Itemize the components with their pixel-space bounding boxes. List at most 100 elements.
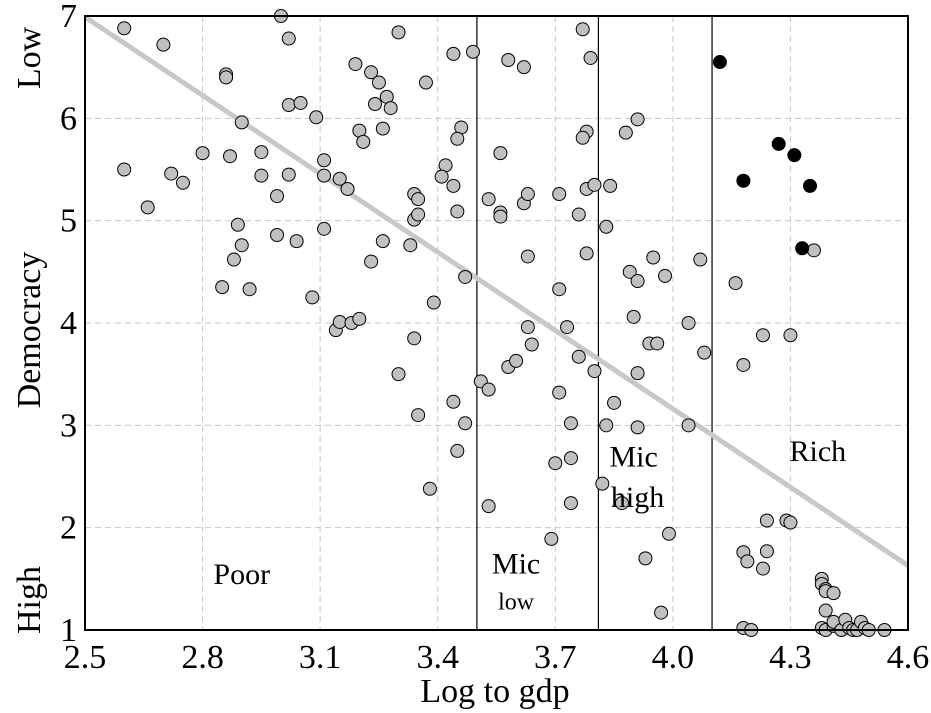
data-point — [223, 149, 238, 164]
data-point — [234, 238, 249, 253]
data-point — [693, 252, 708, 267]
data-point — [234, 115, 249, 130]
data-point — [563, 496, 578, 511]
y-tick-label: 5 — [60, 203, 77, 240]
data-point — [552, 187, 567, 202]
plot-area — [84, 15, 909, 631]
data-point — [254, 145, 269, 160]
data-point — [599, 219, 614, 234]
data-point — [305, 290, 320, 305]
grid — [84, 15, 909, 631]
data-point — [281, 167, 296, 182]
data-point — [614, 496, 629, 511]
data-point — [579, 246, 594, 261]
data-point — [520, 320, 535, 335]
data-point — [607, 395, 622, 410]
data-point — [391, 367, 406, 382]
data-point — [281, 98, 296, 113]
data-point — [383, 101, 398, 116]
data-point — [317, 221, 332, 236]
y-tick-label: 1 — [60, 612, 77, 649]
data-point — [340, 181, 355, 196]
data-point — [391, 25, 406, 40]
x-tick-label: 3.4 — [416, 639, 459, 676]
data-point — [348, 57, 363, 72]
y-tick-label: 4 — [60, 305, 77, 342]
trend-line-group — [83, 14, 910, 568]
data-point — [270, 189, 285, 204]
data-point — [728, 276, 743, 291]
data-point — [638, 551, 653, 566]
data-point — [603, 178, 618, 193]
x-axis-label: Log to gdp — [420, 673, 569, 710]
data-point — [364, 65, 379, 80]
data-point — [411, 207, 426, 222]
data-point — [317, 168, 332, 183]
data-point — [407, 331, 422, 346]
region-label: high — [611, 481, 664, 514]
data-point — [175, 175, 190, 190]
data-point — [697, 345, 712, 360]
x-tick-label: 2.5 — [64, 639, 107, 676]
data-point — [422, 481, 437, 496]
region-label: Mic — [492, 548, 540, 581]
data-point — [164, 166, 179, 181]
data-point — [418, 75, 433, 90]
data-point-highlighted — [803, 178, 818, 193]
y-tick-label: 7 — [60, 0, 77, 35]
data-point — [434, 169, 449, 184]
data-point — [426, 295, 441, 310]
data-point — [630, 112, 645, 127]
x-tick-label: 4.3 — [769, 639, 812, 676]
data-point — [403, 238, 418, 253]
data-point — [446, 178, 461, 193]
data-point — [352, 311, 367, 326]
data-point — [599, 418, 614, 433]
data-point — [481, 382, 496, 397]
data-point — [230, 217, 245, 232]
region-labels: Poor Mic low Mic high Rich — [213, 435, 846, 615]
data-point — [493, 146, 508, 161]
data-point — [450, 204, 465, 219]
data-point — [289, 234, 304, 249]
data-point — [195, 146, 210, 161]
data-point — [446, 394, 461, 409]
data-point — [806, 243, 821, 258]
data-point — [563, 451, 578, 466]
y-axis-label: Democracy — [11, 252, 48, 409]
data-point — [630, 420, 645, 435]
data-point — [626, 309, 641, 324]
data-point — [493, 209, 508, 224]
data-point — [552, 385, 567, 400]
data-point — [622, 264, 637, 279]
data-point — [481, 192, 496, 207]
data-point — [293, 95, 308, 110]
data-point — [450, 443, 465, 458]
data-point — [755, 561, 770, 576]
data-point — [520, 249, 535, 264]
data-point — [446, 46, 461, 61]
region-label: low — [498, 590, 535, 616]
data-point — [575, 130, 590, 145]
data-point — [364, 254, 379, 269]
x-tick-labels: 2.5 2.8 3.1 3.4 3.7 4.0 4.3 4.6 — [64, 639, 930, 676]
data-point — [759, 544, 774, 559]
data-point — [520, 187, 535, 202]
region-label: Mic — [610, 440, 658, 473]
data-point — [630, 366, 645, 381]
y-axis-end-label-bottom: High — [11, 566, 48, 634]
data-point — [618, 125, 633, 140]
data-point — [411, 408, 426, 423]
data-point-highlighted — [795, 241, 810, 256]
data-point — [759, 513, 774, 528]
data-points — [117, 9, 892, 637]
y-tick-labels: 1 2 3 4 5 6 7 — [60, 0, 77, 649]
data-point — [575, 22, 590, 37]
region-dividers — [476, 16, 713, 630]
y-tick-label: 2 — [60, 510, 77, 547]
data-point — [450, 131, 465, 146]
data-point — [571, 207, 586, 222]
data-point — [411, 192, 426, 207]
data-point-highlighted — [771, 136, 786, 151]
data-point — [583, 50, 598, 65]
